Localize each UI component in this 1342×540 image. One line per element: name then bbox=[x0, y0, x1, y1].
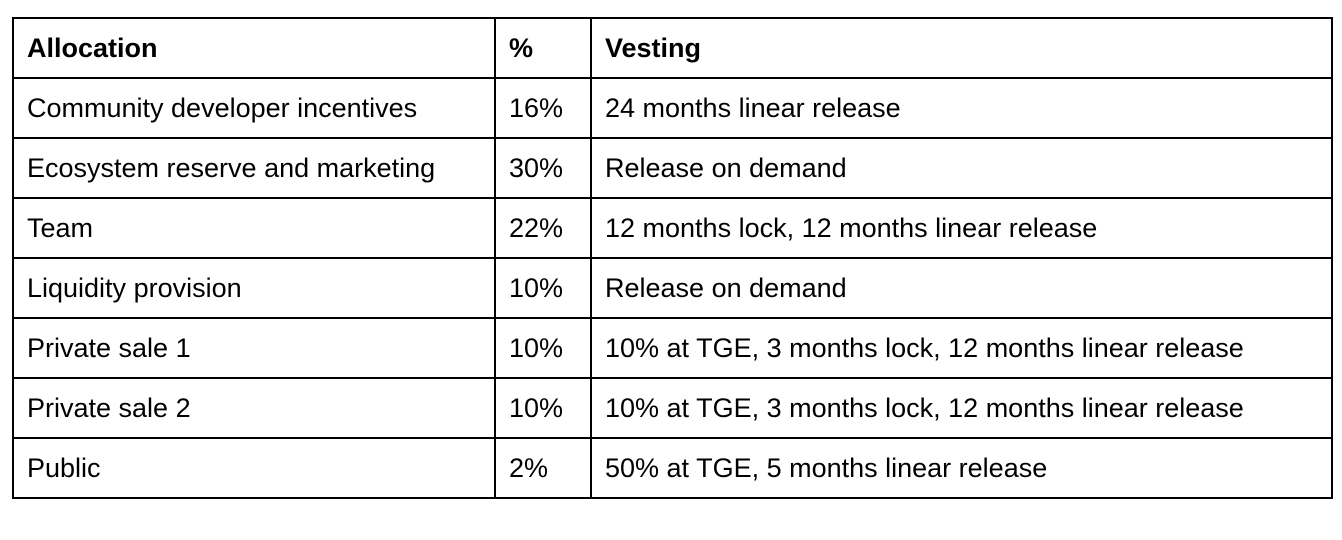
table-row: Public 2% 50% at TGE, 5 months linear re… bbox=[12, 437, 1333, 499]
cell-vesting: 10% at TGE, 3 months lock, 12 months lin… bbox=[590, 377, 1333, 439]
cell-percent: 10% bbox=[494, 317, 592, 379]
header-allocation: Allocation bbox=[12, 17, 496, 79]
cell-allocation: Private sale 2 bbox=[12, 377, 496, 439]
cell-percent: 10% bbox=[494, 377, 592, 439]
cell-vesting: 50% at TGE, 5 months linear release bbox=[590, 437, 1333, 499]
cell-allocation: Community developer incentives bbox=[12, 77, 496, 139]
allocation-table: Allocation % Vesting Community developer… bbox=[12, 17, 1333, 499]
cell-allocation: Liquidity provision bbox=[12, 257, 496, 319]
cell-allocation: Ecosystem reserve and marketing bbox=[12, 137, 496, 199]
table-row: Liquidity provision 10% Release on deman… bbox=[12, 257, 1333, 319]
table-row: Community developer incentives 16% 24 mo… bbox=[12, 77, 1333, 139]
cell-percent: 2% bbox=[494, 437, 592, 499]
cell-vesting: 24 months linear release bbox=[590, 77, 1333, 139]
cell-vesting: Release on demand bbox=[590, 137, 1333, 199]
table-row: Private sale 1 10% 10% at TGE, 3 months … bbox=[12, 317, 1333, 379]
cell-vesting: 10% at TGE, 3 months lock, 12 months lin… bbox=[590, 317, 1333, 379]
cell-percent: 16% bbox=[494, 77, 592, 139]
cell-allocation: Team bbox=[12, 197, 496, 259]
cell-percent: 10% bbox=[494, 257, 592, 319]
cell-percent: 22% bbox=[494, 197, 592, 259]
table-row: Team 22% 12 months lock, 12 months linea… bbox=[12, 197, 1333, 259]
table-row: Private sale 2 10% 10% at TGE, 3 months … bbox=[12, 377, 1333, 439]
cell-allocation: Public bbox=[12, 437, 496, 499]
cell-allocation: Private sale 1 bbox=[12, 317, 496, 379]
table-header-row: Allocation % Vesting bbox=[12, 17, 1333, 79]
cell-vesting: Release on demand bbox=[590, 257, 1333, 319]
cell-vesting: 12 months lock, 12 months linear release bbox=[590, 197, 1333, 259]
table-row: Ecosystem reserve and marketing 30% Rele… bbox=[12, 137, 1333, 199]
cell-percent: 30% bbox=[494, 137, 592, 199]
header-percent: % bbox=[494, 17, 592, 79]
header-vesting: Vesting bbox=[590, 17, 1333, 79]
